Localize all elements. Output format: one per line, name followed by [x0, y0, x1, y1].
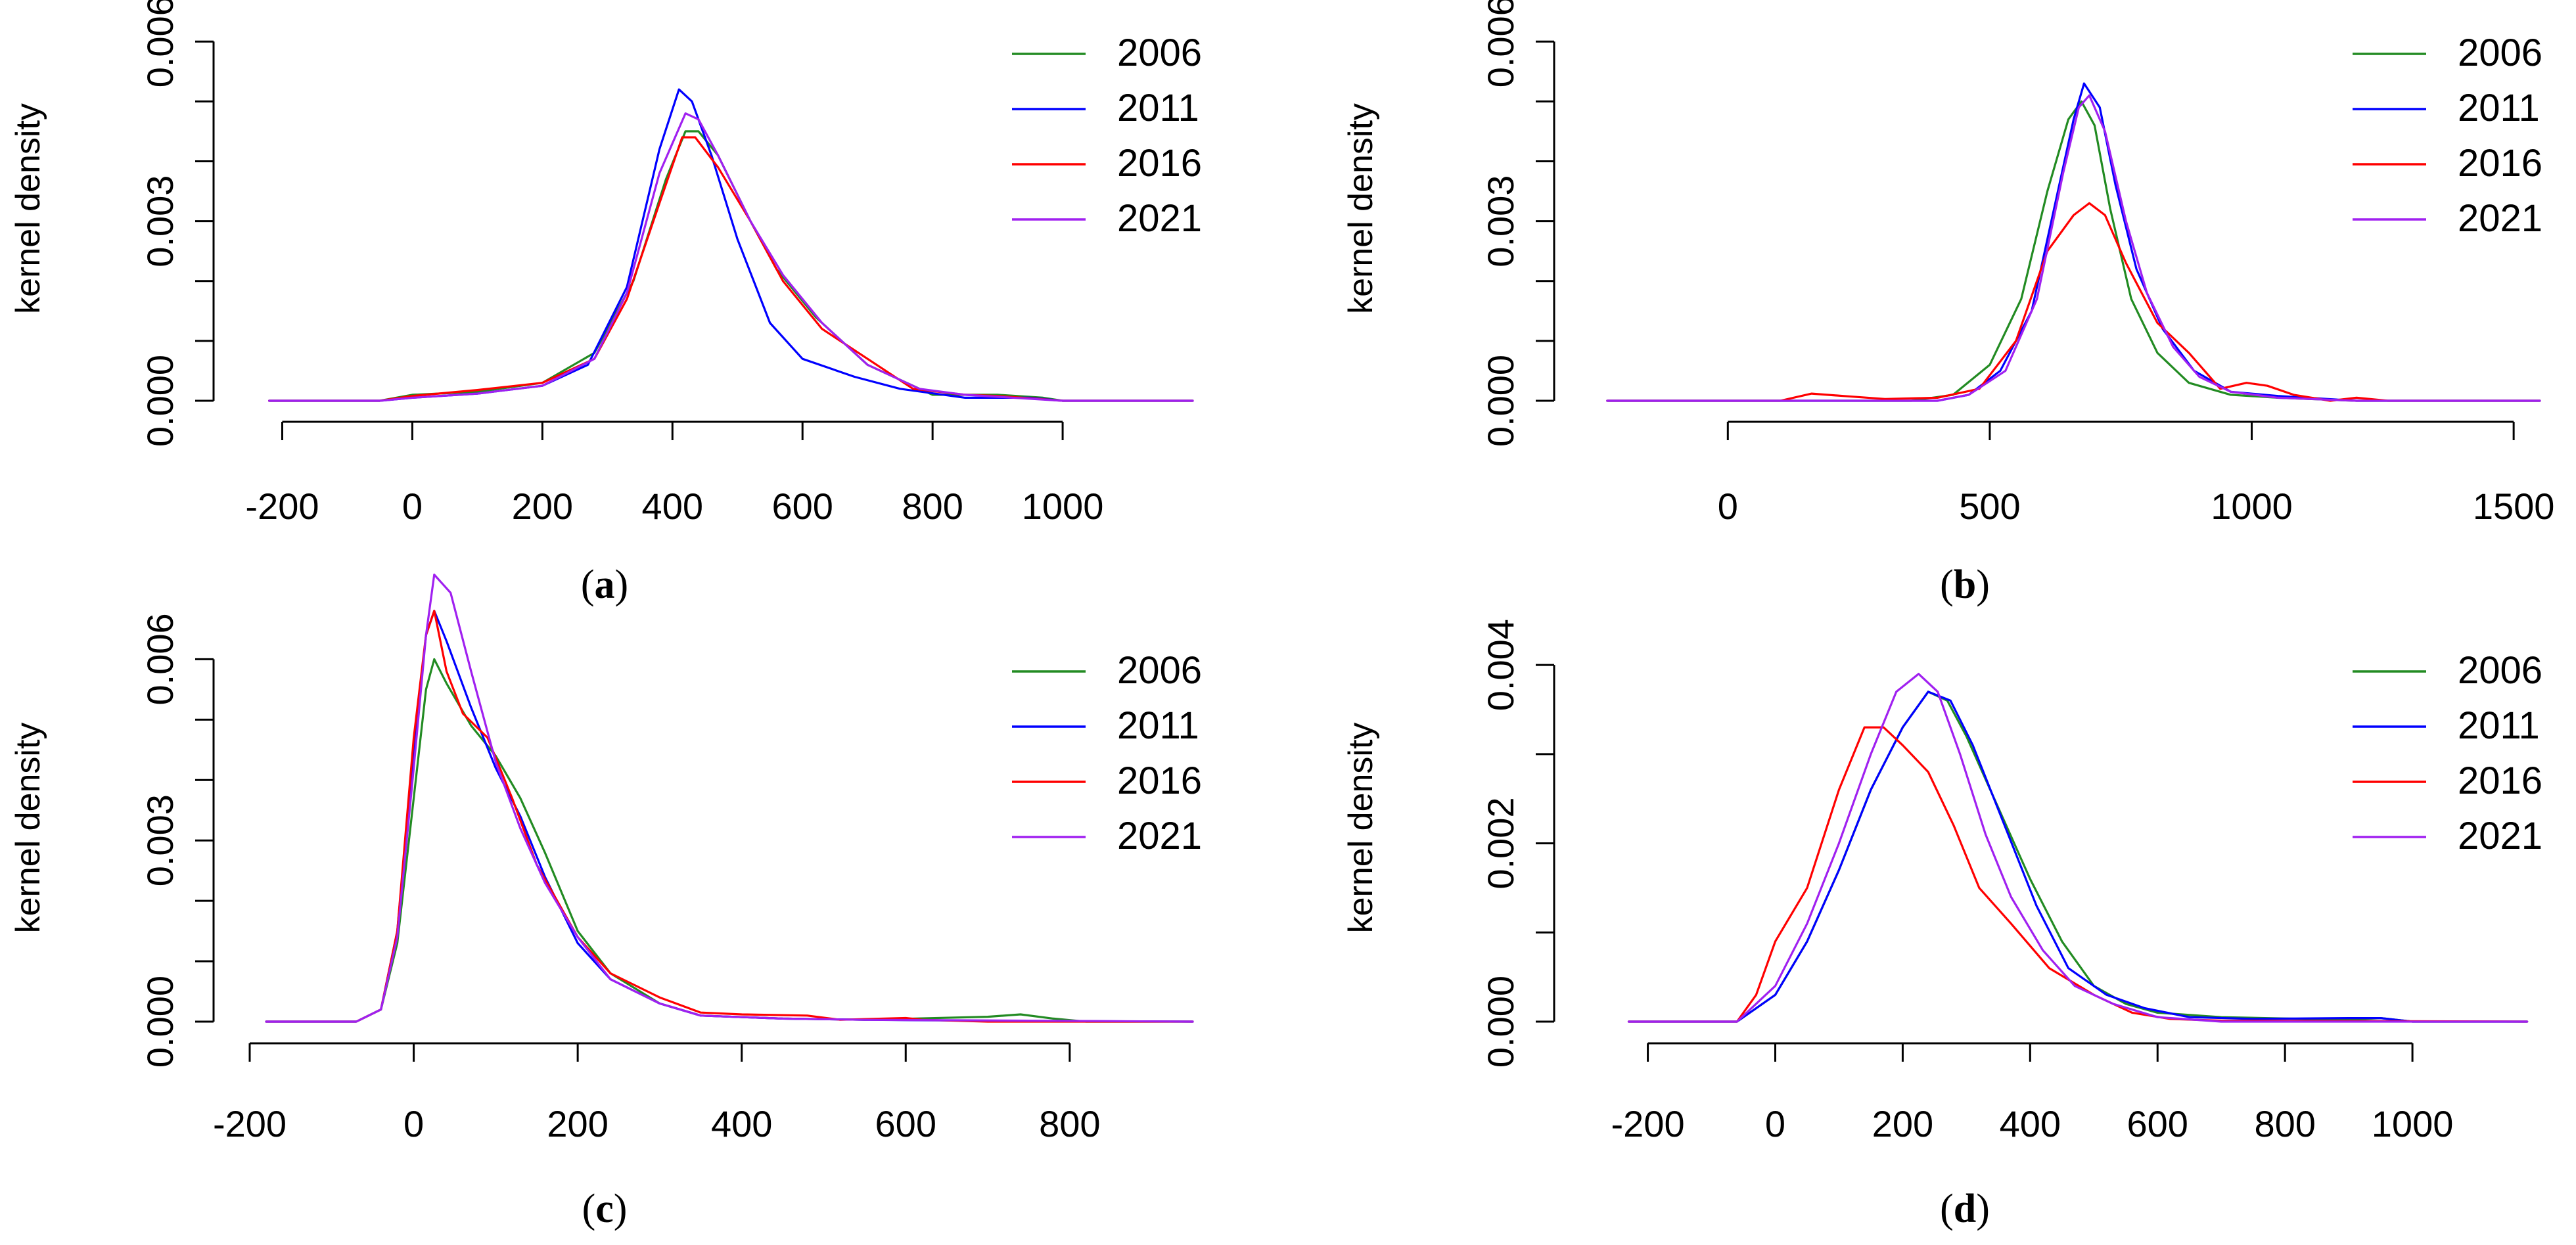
series-line-2011: [268, 88, 1194, 402]
x-tick-label: 200: [512, 486, 573, 527]
x-tick-label: 400: [711, 1103, 772, 1144]
y-tick-label: 0.006: [139, 613, 181, 705]
panel-b: 0.000 0.003 0.006 kernel density 0 500 1000 150…: [1342, 0, 2554, 607]
series-line-2021: [265, 574, 1194, 1023]
y-tick-label: 0.006: [1480, 0, 1521, 87]
x-tick-label: 1000: [1022, 486, 1104, 527]
y-tick-label: 0.000: [139, 355, 181, 447]
x-tick-label: 1500: [2473, 486, 2555, 527]
panel-caption: (d): [1940, 1187, 1990, 1231]
caption-letter: b: [1954, 562, 1976, 607]
x-tick-label: 400: [2000, 1103, 2061, 1144]
series-line-2021: [1627, 673, 2529, 1023]
x-tick-label: 800: [2254, 1103, 2315, 1144]
legend-label-2016: 2016: [1117, 759, 1202, 802]
y-tick-label: 0.000: [1480, 355, 1521, 447]
x-tick-label: -200: [1611, 1103, 1685, 1144]
x-tick-label: 200: [547, 1103, 608, 1144]
y-tick-label: 0.006: [139, 0, 181, 87]
legend-label-2021: 2021: [2458, 815, 2542, 857]
legend-label-2011: 2011: [1117, 87, 1199, 129]
y-tick-label: 0.003: [1480, 175, 1521, 267]
series-line-2016: [1627, 726, 2529, 1023]
x-tick-label: 600: [2127, 1103, 2188, 1144]
panel-caption: (b): [1940, 562, 1990, 607]
panel-caption: (c): [582, 1187, 628, 1231]
x-tick-label: 600: [771, 486, 833, 527]
legend-label-2011: 2011: [2458, 87, 2540, 129]
series-line-2021: [268, 112, 1194, 402]
legend-label-2021: 2021: [1117, 815, 1202, 857]
x-tick-label: 0: [402, 486, 423, 527]
series-line-2021: [1606, 94, 2541, 402]
series-line-2011: [1627, 690, 2529, 1023]
x-tick-label: 0: [403, 1103, 424, 1144]
series-line-2016: [268, 136, 1194, 402]
caption-letter: d: [1954, 1187, 1976, 1231]
x-tick-label: 200: [1872, 1103, 1933, 1144]
panel-caption: (a): [581, 562, 628, 607]
panel-d: 0.000 0.002 0.004 kernel density -200 0 200 400…: [1342, 619, 2542, 1231]
caption-close-paren: ): [614, 1187, 628, 1231]
x-tick-label: 1000: [2372, 1103, 2454, 1144]
caption-open-paren: (: [1940, 1187, 1954, 1231]
caption-close-paren: ): [1976, 562, 1990, 607]
caption-letter: c: [595, 1187, 614, 1231]
caption-close-paren: ): [615, 562, 629, 607]
x-tick-label: 800: [1039, 1103, 1100, 1144]
legend-label-2006: 2006: [2458, 649, 2542, 692]
x-tick-label: 0: [1718, 486, 1738, 527]
y-tick-label: 0.003: [139, 175, 181, 267]
caption-open-paren: (: [582, 1187, 596, 1231]
caption-open-paren: (: [581, 562, 595, 607]
legend-label-2006: 2006: [1117, 649, 1202, 692]
x-tick-label: -200: [245, 486, 319, 527]
x-tick-label: 800: [902, 486, 963, 527]
y-tick-label: 0.000: [1480, 976, 1521, 1068]
series-line-2006: [265, 658, 1194, 1023]
caption-letter: a: [595, 562, 615, 607]
x-tick-label: 0: [1765, 1103, 1785, 1144]
y-tick-label: 0.003: [139, 794, 181, 886]
y-axis-label: kernel density: [9, 103, 47, 314]
y-tick-label: 0.002: [1480, 798, 1521, 890]
y-tick-label: 0.000: [139, 976, 181, 1068]
legend-label-2006: 2006: [2458, 32, 2542, 74]
legend-label-2021: 2021: [2458, 197, 2542, 240]
legend-label-2011: 2011: [1117, 704, 1199, 747]
x-tick-label: 1000: [2211, 486, 2293, 527]
y-axis-label: kernel density: [9, 723, 47, 934]
panel-a: 0.000 0.003 0.006 kernel density -200 0 200 400…: [9, 0, 1202, 607]
legend-label-2006: 2006: [1117, 32, 1202, 74]
series-line-2006: [268, 130, 1194, 402]
panel-c: 0.000 0.003 0.006 kernel density -200 0 200 400…: [9, 574, 1202, 1231]
caption-close-paren: ): [1976, 1187, 1990, 1231]
x-tick-label: 500: [1959, 486, 2020, 527]
legend-label-2016: 2016: [1117, 142, 1202, 185]
legend-label-2016: 2016: [2458, 142, 2542, 185]
series-line-2016: [1606, 202, 2541, 402]
legend-label-2011: 2011: [2458, 704, 2540, 747]
series-line-2006: [1606, 100, 2541, 402]
caption-open-paren: (: [1940, 562, 1954, 607]
x-tick-label: 600: [875, 1103, 936, 1144]
y-tick-label: 0.004: [1480, 619, 1521, 711]
y-axis-label: kernel density: [1342, 723, 1380, 934]
legend-label-2021: 2021: [1117, 197, 1202, 240]
y-axis-label: kernel density: [1342, 103, 1380, 314]
legend-label-2016: 2016: [2458, 759, 2542, 802]
x-tick-label: -200: [213, 1103, 287, 1144]
x-tick-label: 400: [642, 486, 703, 527]
